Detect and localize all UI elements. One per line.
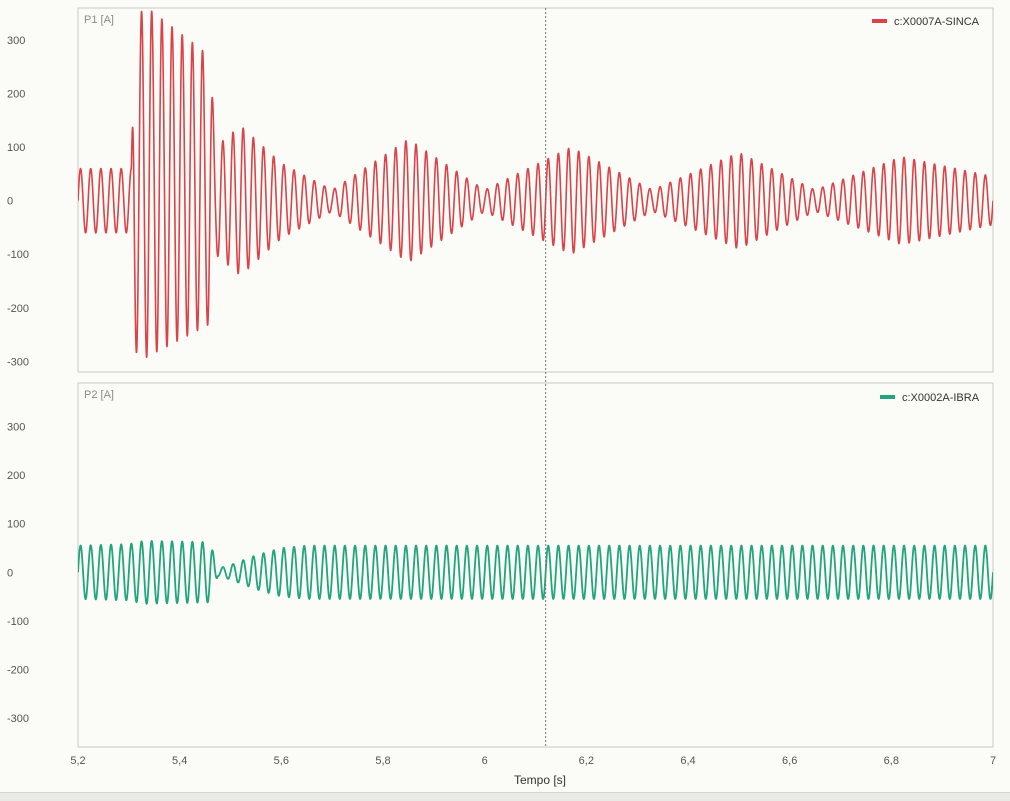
x-tick-label: 5,6: [274, 755, 289, 767]
series-line-c-x0002a-ibra: [78, 540, 993, 605]
panel-1: P1 [A] 300 200 100 0 -100 -200 -300 c:X0007A-S…: [7, 7, 994, 373]
x-tick-label: 6: [482, 755, 488, 767]
panel-1-legend-label: c:X0007A-SINCA: [894, 16, 980, 28]
panel-2-title: P2 [A]: [84, 389, 114, 401]
y-tick-label: -300: [7, 713, 29, 725]
x-tick-label: 6,4: [680, 755, 695, 767]
x-tick-label: 5,4: [172, 755, 187, 767]
x-tick-label: 6,2: [579, 755, 594, 767]
y-tick-label: 300: [7, 422, 25, 434]
y-tick-label: 0: [7, 567, 13, 579]
panel-2-legend-label: c:X0002A-IBRA: [902, 392, 980, 404]
x-axis: 5,2 5,4 5,6 5,8 6 6,2 6,4 6,6 6,8 7: [70, 755, 996, 767]
x-tick-label: 6,8: [884, 755, 899, 767]
y-tick-label: -200: [7, 303, 29, 315]
y-tick-label: 300: [7, 35, 25, 47]
status-bar: [0, 792, 1010, 801]
panel-2-legend[interactable]: c:X0002A-IBRA: [880, 392, 980, 404]
x-tick-label: 5,8: [375, 755, 390, 767]
x-tick-label: 5,2: [70, 755, 85, 767]
panel-2-y-ticks: 300 200 100 0 -100 -200 -300: [7, 422, 29, 725]
panel-1-legend[interactable]: c:X0007A-SINCA: [872, 16, 980, 28]
series-line-c-x0007a-sinca: [78, 10, 993, 359]
x-tick-label: 6,6: [782, 755, 797, 767]
y-tick-label: 0: [7, 196, 13, 208]
x-tick-label: 7: [990, 755, 996, 767]
y-tick-label: -100: [7, 616, 29, 628]
panel-1-title: P1 [A]: [84, 14, 114, 26]
y-tick-label: 200: [7, 89, 25, 101]
y-tick-label: -200: [7, 664, 29, 676]
panel-1-y-ticks: 300 200 100 0 -100 -200 -300: [7, 35, 29, 368]
y-tick-label: 100: [7, 142, 25, 154]
y-tick-label: -100: [7, 249, 29, 261]
y-tick-label: -300: [7, 356, 29, 368]
y-tick-label: 200: [7, 470, 25, 482]
x-axis-title: Tempo [s]: [514, 773, 566, 787]
panel-2: P2 [A] 300 200 100 0 -100 -200 -300 c:X0002A-I…: [7, 382, 994, 748]
y-tick-label: 100: [7, 519, 25, 531]
